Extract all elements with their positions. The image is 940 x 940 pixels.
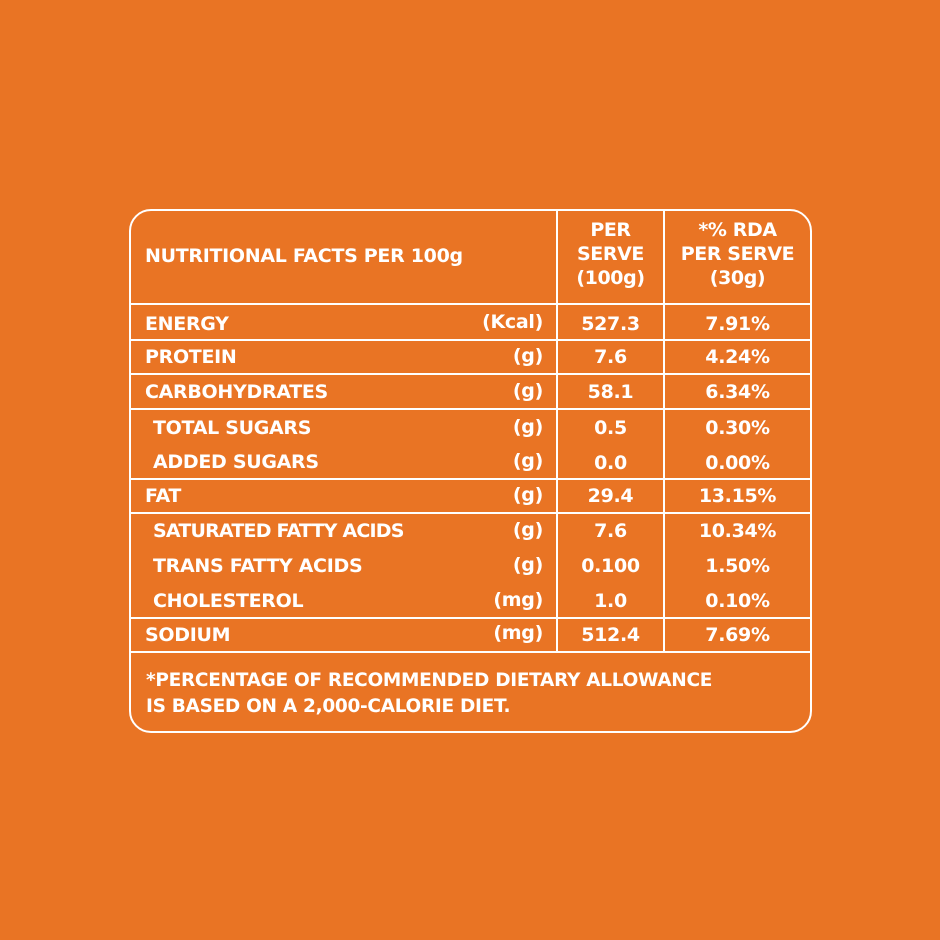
per-serve-value: 0.0 [594,452,627,474]
column-header-line: PER SERVE [680,243,795,265]
rda-value: 13.15% [698,485,777,507]
per-serve-value: 0.100 [581,555,640,577]
per-serve-value: 512.4 [581,624,640,646]
footnote: *PERCENTAGE OF RECOMMENDED DIETARY ALLOW… [146,668,712,720]
nutrient-unit: (mg) [493,622,543,644]
rda-value: 0.30% [705,417,770,439]
column-header-rda: *% RDA PER SERVE (30g) [665,218,810,290]
column-header-line: SERVE [577,243,644,265]
rda-value: 10.34% [698,520,777,542]
header-divider [131,303,810,305]
nutrient-name: SATURATED FATTY ACIDS [153,520,404,542]
rda-value: 0.10% [705,590,770,612]
row-divider [131,339,810,341]
rda-value: 6.34% [705,381,770,403]
rda-value: 4.24% [705,346,770,368]
per-serve-value: 1.0 [594,590,627,612]
column-header-line: (30g) [709,267,766,289]
nutrient-unit: (Kcal) [482,311,543,333]
nutrient-name: SODIUM [145,624,231,646]
nutrient-name: TRANS FATTY ACIDS [153,555,363,577]
footer-divider [131,651,810,653]
rda-value: 7.91% [705,313,770,335]
per-serve-value: 7.6 [594,346,627,368]
nutrient-unit: (g) [512,450,543,472]
nutrient-name: ENERGY [145,313,229,335]
table-title: NUTRITIONAL FACTS PER 100g [145,245,463,267]
nutrient-name: ADDED SUGARS [153,451,319,473]
row-divider [131,512,810,514]
per-serve-value: 29.4 [587,485,634,507]
rda-value: 0.00% [705,452,770,474]
column-header-line: (100g) [576,267,645,289]
rda-value: 1.50% [705,555,770,577]
column-divider-right [663,211,665,651]
rda-value: 7.69% [705,624,770,646]
nutrient-unit: (g) [512,519,543,541]
nutrient-name: CHOLESTEROL [153,590,304,612]
column-header-per-serve: PER SERVE (100g) [558,218,663,290]
nutrient-name: TOTAL SUGARS [153,417,312,439]
nutrient-unit: (g) [512,416,543,438]
row-divider [131,478,810,480]
per-serve-value: 0.5 [594,417,627,439]
nutrient-unit: (g) [512,380,543,402]
column-header-line: PER [590,219,631,241]
nutrient-unit: (mg) [493,589,543,611]
row-divider [131,373,810,375]
column-divider-left [556,211,558,651]
footnote-line: *PERCENTAGE OF RECOMMENDED DIETARY ALLOW… [146,670,713,691]
nutrient-name: PROTEIN [145,346,237,368]
footnote-line: IS BASED ON A 2,000-CALORIE DIET. [146,696,511,717]
column-header-line: *% RDA [698,219,777,241]
per-serve-value: 58.1 [587,381,634,403]
row-divider [131,408,810,410]
nutrient-unit: (g) [512,554,543,576]
per-serve-value: 7.6 [594,520,627,542]
row-divider [131,617,810,619]
nutrient-name: FAT [145,485,182,507]
nutrient-name: CARBOHYDRATES [145,381,328,403]
nutrient-unit: (g) [512,484,543,506]
nutrition-facts-panel [129,209,812,733]
per-serve-value: 527.3 [581,313,640,335]
nutrient-unit: (g) [512,345,543,367]
